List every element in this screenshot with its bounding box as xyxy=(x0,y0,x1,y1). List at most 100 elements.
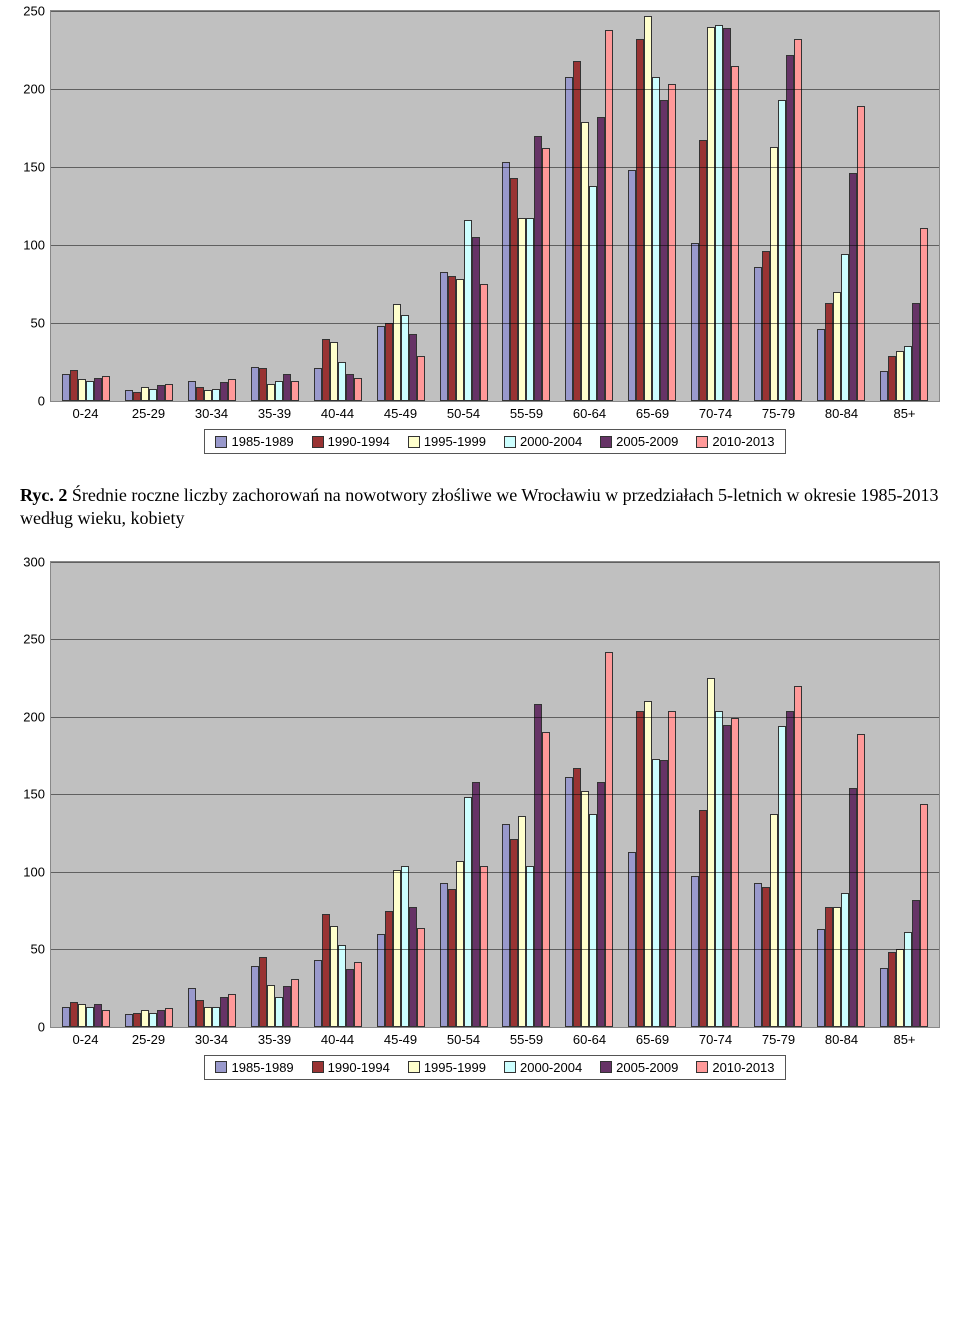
bar xyxy=(141,1010,149,1027)
bar xyxy=(78,1004,86,1027)
bar xyxy=(597,782,605,1027)
bar xyxy=(322,339,330,401)
bar xyxy=(70,370,78,401)
legend-label: 1990-1994 xyxy=(328,1060,390,1075)
bar xyxy=(754,267,762,401)
bar xyxy=(668,711,676,1027)
gridline xyxy=(51,872,939,873)
legend-swatch xyxy=(408,1061,420,1073)
legend-label: 2005-2009 xyxy=(616,1060,678,1075)
bar xyxy=(526,866,534,1027)
legend-item: 2005-2009 xyxy=(600,1060,678,1075)
bar xyxy=(338,945,346,1027)
bar xyxy=(778,100,786,401)
bar xyxy=(707,27,715,401)
legend-swatch xyxy=(312,1061,324,1073)
figure-caption: Ryc. 2 Średnie roczne liczby zachorowań … xyxy=(0,454,960,551)
bar xyxy=(518,816,526,1027)
bar xyxy=(133,1013,141,1027)
bar xyxy=(196,387,204,401)
bar xyxy=(857,734,865,1027)
bar xyxy=(920,804,928,1027)
bar xyxy=(314,368,322,401)
bar xyxy=(920,228,928,401)
bar xyxy=(825,303,833,401)
x-tick-label: 35-39 xyxy=(243,406,306,421)
bar xyxy=(448,889,456,1027)
bar xyxy=(565,77,573,401)
y-tick-label: 150 xyxy=(23,787,45,802)
bar xyxy=(291,381,299,401)
bar xyxy=(880,968,888,1027)
gridline xyxy=(51,949,939,950)
bar-group xyxy=(369,866,432,1027)
bar xyxy=(291,979,299,1027)
bar xyxy=(636,39,644,401)
bar xyxy=(275,381,283,401)
bar xyxy=(833,907,841,1026)
bar xyxy=(165,384,173,401)
bar-group xyxy=(118,384,181,401)
bar-group xyxy=(118,1008,181,1027)
x-tick-label: 55-59 xyxy=(495,406,558,421)
y-tick-label: 150 xyxy=(23,160,45,175)
x-tick-label: 30-34 xyxy=(180,1032,243,1047)
bar xyxy=(589,186,597,401)
bar xyxy=(417,928,425,1027)
bar xyxy=(770,814,778,1026)
y-tick-label: 50 xyxy=(31,942,45,957)
bar xyxy=(440,883,448,1027)
bar-group xyxy=(872,228,935,401)
bar xyxy=(86,1007,94,1027)
bar-group xyxy=(746,686,809,1027)
bar xyxy=(377,326,385,401)
bar xyxy=(534,136,542,401)
bar xyxy=(346,969,354,1026)
bar-group xyxy=(809,734,872,1027)
y-tick-label: 0 xyxy=(38,394,45,409)
bar xyxy=(212,1007,220,1027)
bar-group xyxy=(181,988,244,1027)
bar xyxy=(502,824,510,1027)
bar xyxy=(715,711,723,1027)
x-tick-label: 45-49 xyxy=(369,1032,432,1047)
bar xyxy=(409,907,417,1026)
bar xyxy=(896,351,904,401)
bar xyxy=(157,1010,165,1027)
bar-group xyxy=(244,367,307,401)
bar xyxy=(480,866,488,1027)
x-tick-label: 25-29 xyxy=(117,406,180,421)
bar xyxy=(417,356,425,401)
bar xyxy=(472,782,480,1027)
bar xyxy=(354,962,362,1027)
legend-item: 1995-1999 xyxy=(408,434,486,449)
bar xyxy=(314,960,322,1027)
bar xyxy=(259,957,267,1027)
bar xyxy=(502,162,510,401)
bar xyxy=(385,323,393,401)
chart-1-plot-area: 050100150200250 xyxy=(50,10,940,402)
legend-item: 2010-2013 xyxy=(696,1060,774,1075)
x-tick-label: 75-79 xyxy=(747,406,810,421)
bar xyxy=(723,725,731,1027)
x-tick-label: 25-29 xyxy=(117,1032,180,1047)
bar xyxy=(251,966,259,1026)
bar xyxy=(480,284,488,401)
bar xyxy=(534,704,542,1026)
bar xyxy=(354,378,362,401)
bar xyxy=(212,389,220,401)
caption-prefix: Ryc. 2 xyxy=(20,485,72,505)
bar xyxy=(573,61,581,401)
bar xyxy=(628,852,636,1027)
legend-item: 1990-1994 xyxy=(312,434,390,449)
bar xyxy=(125,1014,133,1026)
chart-2-legend: 1985-19891990-19941995-19992000-20042005… xyxy=(204,1055,785,1080)
y-tick-label: 300 xyxy=(23,554,45,569)
legend-swatch xyxy=(696,436,708,448)
x-tick-label: 85+ xyxy=(873,1032,936,1047)
x-tick-label: 50-54 xyxy=(432,1032,495,1047)
bar xyxy=(283,986,291,1026)
bar xyxy=(660,100,668,401)
bar xyxy=(628,170,636,401)
x-tick-label: 65-69 xyxy=(621,1032,684,1047)
